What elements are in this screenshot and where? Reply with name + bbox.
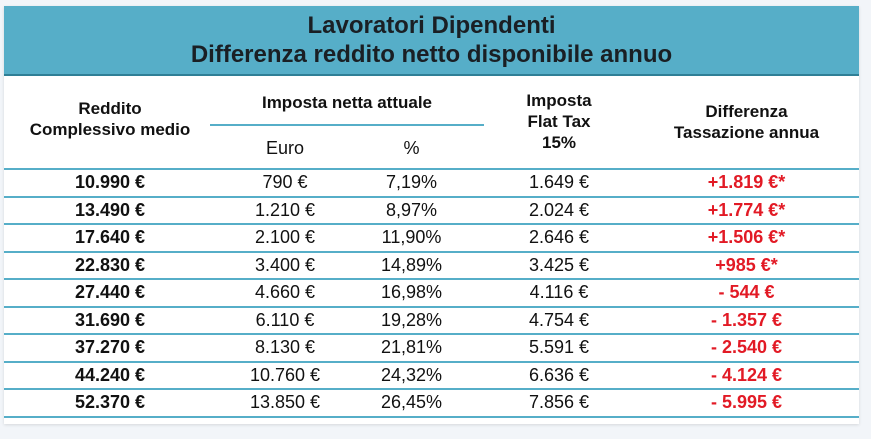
cell-euro: 790 € [262,172,308,192]
title-line-1: Lavoratori Dipendenti [307,12,556,39]
cell-differenza: +985 €* [715,254,778,275]
row-divider [4,195,859,198]
cell-differenza: - 5.995 € [710,392,783,412]
row-divider [4,415,859,418]
cell-flat-tax: 5.591 € [528,337,590,357]
row-divider [4,305,859,308]
cell-euro: 2.100 € [254,227,316,247]
cell-differenza: - 544 € [718,282,775,302]
cell-flat-tax: 3.425 € [528,254,590,275]
cell-percent: 24,32% [380,364,443,385]
cell-euro: 8.130 € [254,337,316,357]
cell-reddito: 31.690 € [74,309,146,330]
header-divider [210,124,484,126]
cell-reddito: 22.830 € [74,254,146,275]
cell-percent: 11,90% [381,227,442,247]
row-divider [4,360,859,363]
cell-percent: 21,81% [380,337,443,357]
cell-euro: 1.210 € [254,199,316,220]
header-differenza: Differenza Tassazione annua [654,101,839,143]
cell-percent: 7,19% [385,172,438,192]
cell-reddito: 17.640 € [74,227,146,247]
cell-euro: 3.400 € [254,254,316,275]
row-divider [4,250,859,253]
cell-differenza: +1.506 €* [707,227,786,247]
cell-flat-tax: 4.754 € [528,309,590,330]
header-diff-line2: Tassazione annua [673,123,820,142]
cell-flat-tax: 2.646 € [528,227,590,247]
header-flat-tax: Imposta Flat Tax 15% [484,90,634,153]
cell-differenza: - 2.540 € [710,337,783,357]
cell-percent: 26,45% [380,392,443,412]
cell-reddito: 44.240 € [74,364,146,385]
header-imposta-attuale: Imposta netta attuale [261,93,433,112]
header-flat-line1: Imposta [526,91,592,110]
cell-reddito: 27.440 € [74,282,146,302]
cell-reddito: 13.490 € [74,199,146,220]
row-divider [4,333,859,335]
header-flat-line2: Flat Tax [527,112,591,131]
cell-euro: 4.660 € [254,282,316,302]
header-flat-line3: 15% [541,133,577,152]
cell-reddito: 37.270 € [74,337,146,357]
cell-differenza: - 1.357 € [710,309,783,330]
title-line-2: Differenza reddito netto disponibile ann… [190,41,673,68]
cell-differenza: - 4.124 € [710,364,783,385]
cell-differenza: +1.774 €* [707,199,786,220]
header-reddito: Reddito Complessivo medio [4,98,216,140]
cell-flat-tax: 2.024 € [528,199,590,220]
cell-flat-tax: 1.649 € [528,172,590,192]
cell-percent: 16,98% [380,282,443,302]
row-divider [4,223,859,225]
header-percent: % [403,138,420,158]
cell-percent: 14,89% [380,254,443,275]
cell-euro: 13.850 € [249,392,321,412]
cell-flat-tax: 6.636 € [528,364,590,385]
header-reddito-line1: Reddito [78,99,142,118]
header-diff-line1: Differenza [705,102,788,121]
cell-percent: 19,28% [380,309,443,330]
cell-flat-tax: 4.116 € [529,282,589,302]
row-divider [4,278,859,280]
cell-differenza: +1.819 €* [707,172,786,192]
tax-table-card: Lavoratori Dipendenti Differenza reddito… [4,6,859,424]
cell-euro: 6.110 € [255,309,315,330]
row-divider [4,168,859,170]
cell-euro: 10.760 € [249,364,321,385]
cell-reddito: 52.370 € [74,392,146,412]
cell-flat-tax: 7.856 € [528,392,590,412]
table-title: Lavoratori Dipendenti Differenza reddito… [4,6,859,76]
cell-reddito: 10.990 € [74,172,146,192]
header-reddito-line2: Complessivo medio [29,120,191,139]
header-euro: Euro [265,138,305,158]
cell-percent: 8,97% [385,199,438,220]
row-divider [4,388,859,390]
